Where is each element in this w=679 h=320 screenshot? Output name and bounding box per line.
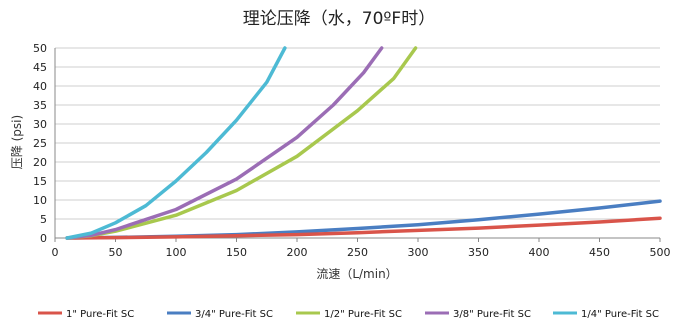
x-tick-label: 500 <box>650 246 671 259</box>
legend-label: 1" Pure-Fit SC <box>66 309 134 320</box>
y-axis-label: 压降 (psi) <box>10 115 24 169</box>
x-tick-label: 200 <box>287 246 308 259</box>
x-axis-label: 流速（L/min） <box>316 267 397 281</box>
series-lines <box>65 46 662 240</box>
gridlines <box>55 47 660 220</box>
legend-label: 1/4" Pure-Fit SC <box>581 309 659 320</box>
x-tick-label: 350 <box>468 246 489 259</box>
legend: 1" Pure-Fit SC 3/4" Pure-Fit SC 1/2" Pure-… <box>38 309 659 320</box>
x-tick-labels: 0 50 100 150 200 250 300 350 400 450 500 <box>52 246 671 259</box>
x-tick-label: 300 <box>408 246 429 259</box>
y-tick-label: 0 <box>40 232 47 245</box>
x-tick-label: 450 <box>589 246 610 259</box>
y-tick-label: 35 <box>33 99 47 112</box>
x-tick-label: 150 <box>226 246 247 259</box>
x-tick-label: 250 <box>347 246 368 259</box>
y-tick-label: 50 <box>33 42 47 55</box>
x-tick-label: 100 <box>166 246 187 259</box>
y-tick-label: 20 <box>33 156 47 169</box>
legend-label: 1/2" Pure-Fit SC <box>324 309 402 320</box>
y-tick-label: 10 <box>33 194 47 207</box>
y-tick-label: 5 <box>40 213 47 226</box>
y-tick-label: 45 <box>33 61 47 74</box>
y-tick-label: 15 <box>33 175 47 188</box>
x-tick-label: 50 <box>109 246 123 259</box>
series-line <box>65 46 287 240</box>
series-line <box>65 216 662 240</box>
legend-label: 3/8" Pure-Fit SC <box>453 309 531 320</box>
y-tick-label: 25 <box>33 137 47 150</box>
chart-title: 理论压降（水，70ºF时） <box>243 9 435 29</box>
series-line <box>65 46 384 240</box>
x-tick-label: 0 <box>52 246 59 259</box>
y-tick-labels: 0 5 10 15 20 25 30 35 40 45 50 <box>33 42 47 245</box>
legend-label: 3/4" Pure-Fit SC <box>195 309 273 320</box>
x-tick-label: 400 <box>529 246 550 259</box>
y-tick-label: 40 <box>33 80 47 93</box>
y-tick-label: 30 <box>33 118 47 131</box>
